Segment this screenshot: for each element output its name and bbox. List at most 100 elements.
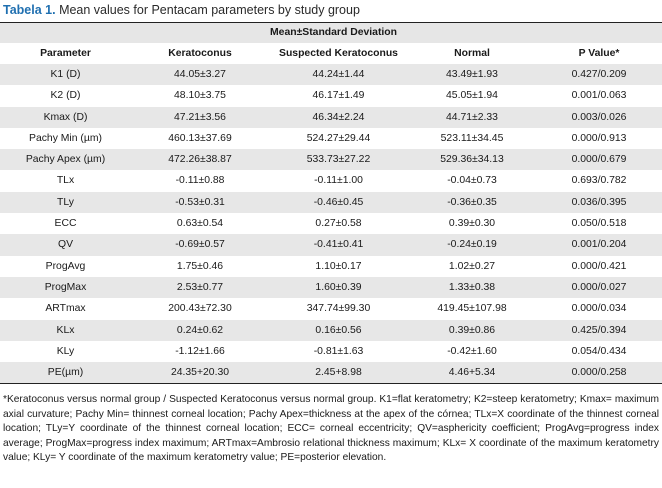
cell-parameter: K2 (D)	[50, 90, 81, 102]
cell-suspected: 524.27±29.44	[306, 132, 371, 144]
cell-normal: -0.24±0.19	[408, 234, 537, 256]
super-header-blank-right	[536, 22, 662, 43]
cell-p-value: 0.000/0.913	[571, 132, 627, 144]
cell-keratoconus: 24.35+20.30	[131, 362, 269, 385]
cell-p-value: 0.000/0.034	[571, 303, 627, 315]
table-row: K2 (D) 48.10±3.75 46.17±1.49 45.05±1.94 0.00…	[0, 85, 662, 106]
cell-keratoconus: 0.63±0.54	[176, 218, 224, 230]
cell-suspected: 44.24±1.44	[269, 64, 408, 86]
table-row: Pachy Min (µm) 460.13±37.69 524.27±29.44 52…	[0, 128, 662, 149]
column-header-normal: Normal	[408, 43, 537, 64]
table-row: TLx -0.11±0.88 -0.11±1.00 -0.04±0.73 0.693/0…	[0, 170, 662, 191]
cell-parameter: ProgAvg	[45, 260, 86, 272]
cell-suspected: 1.60±0.39	[269, 276, 408, 299]
column-header-keratoconus: Keratoconus	[131, 43, 269, 64]
cell-normal: 529.36±34.13	[408, 149, 537, 171]
cell-suspected: 347.74±99.30	[306, 303, 371, 315]
cell-parameter: PE(µm)	[0, 362, 131, 385]
cell-suspected: 0.27±0.58	[315, 218, 362, 230]
cell-keratoconus: 48.10±3.75	[174, 90, 226, 102]
table-row: TLy -0.53±0.31 -0.46±0.45 -0.36±0.35 0.036/0…	[0, 191, 662, 214]
cell-p-value: 0.036/0.395	[536, 191, 662, 214]
cell-p-value: 0.693/0.782	[571, 175, 627, 187]
column-header-suspected: Suspected Keratoconus	[269, 43, 408, 64]
table-row: K1 (D) 44.05±3.27 44.24±1.44 43.49±1.93 0.42…	[0, 64, 662, 86]
super-header-blank	[0, 22, 131, 43]
cell-suspected: 2.45+8.98	[269, 362, 408, 385]
cell-suspected: -0.11±1.00	[314, 175, 363, 187]
cell-normal: 1.02±0.27	[448, 260, 496, 272]
cell-keratoconus: 0.24±0.62	[131, 319, 269, 341]
cell-normal: -0.36±0.35	[408, 191, 537, 214]
cell-p-value: 0.003/0.026	[536, 106, 662, 128]
table-row: KLy -1.12±1.66 -0.81±1.63 -0.42±1.60 0.054/0…	[0, 341, 662, 362]
super-header-label: Mean±Standard Deviation	[131, 22, 537, 43]
cell-normal: 45.05±1.94	[446, 90, 498, 102]
cell-p-value: 0.001/0.063	[571, 90, 627, 102]
cell-p-value: 0.427/0.209	[536, 64, 662, 86]
cell-keratoconus: 472.26±38.87	[131, 149, 269, 171]
cell-normal: -0.04±0.73	[447, 175, 497, 187]
cell-normal: -0.42±1.60	[447, 345, 497, 357]
cell-parameter: Pachy Apex (µm)	[0, 149, 131, 171]
cell-suspected: 46.17±1.49	[312, 90, 365, 102]
cell-suspected: -0.81±1.63	[313, 345, 364, 357]
cell-keratoconus: 44.05±3.27	[131, 64, 269, 86]
cell-normal: 1.33±0.38	[408, 276, 537, 299]
table-row: ARTmax 200.43±72.30 347.74±99.30 419.45±107…	[0, 298, 662, 319]
cell-normal: 0.39±0.30	[448, 218, 496, 230]
cell-p-value: 0.050/0.518	[571, 218, 627, 230]
column-header-parameter: Parameter	[0, 43, 131, 64]
table-row: Kmax (D) 47.21±3.56 46.34±2.24 44.71±2.33 0.…	[0, 106, 662, 128]
cell-parameter: Kmax (D)	[0, 106, 131, 128]
cell-suspected: 0.16±0.56	[269, 319, 408, 341]
cell-normal: 0.39±0.86	[408, 319, 537, 341]
cell-parameter: ProgMax	[0, 276, 131, 299]
cell-keratoconus: 1.75±0.46	[176, 260, 224, 272]
cell-p-value: 0.000/0.027	[536, 276, 662, 299]
cell-normal: 44.71±2.33	[408, 106, 537, 128]
cell-parameter: K1 (D)	[0, 64, 131, 86]
column-header-p-value: P Value*	[536, 43, 662, 64]
cell-parameter: KLx	[0, 319, 131, 341]
cell-normal: 43.49±1.93	[408, 64, 537, 86]
cell-normal: 419.45±107.98	[437, 303, 507, 315]
cell-parameter: TLy	[0, 191, 131, 214]
table-body: K1 (D) 44.05±3.27 44.24±1.44 43.49±1.93 0.42…	[0, 64, 662, 385]
cell-suspected: 533.73±27.22	[269, 149, 408, 171]
cell-parameter: TLx	[56, 175, 75, 187]
cell-suspected: 1.10±0.17	[315, 260, 362, 272]
cell-normal: 523.11±34.45	[440, 132, 504, 144]
table-row: KLx 0.24±0.62 0.16±0.56 0.39±0.86 0.425/0.39…	[0, 319, 662, 341]
cell-suspected: 46.34±2.24	[269, 106, 408, 128]
cell-keratoconus: -1.12±1.66	[175, 345, 225, 357]
cell-p-value: 0.000/0.421	[571, 260, 627, 272]
table-row: PE(µm) 24.35+20.30 2.45+8.98 4.46+5.34 0.000…	[0, 362, 662, 385]
cell-keratoconus: 47.21±3.56	[131, 106, 269, 128]
cell-p-value: 0.054/0.434	[571, 345, 627, 357]
table-footnote: *Keratoconus versus normal group / Suspe…	[3, 394, 659, 464]
cell-parameter: KLy	[56, 345, 75, 357]
pentacam-table: Mean±Standard Deviation Parameter Kerato…	[0, 22, 662, 385]
cell-p-value: 0.000/0.258	[536, 362, 662, 385]
table-row: ProgMax 2.53±0.77 1.60±0.39 1.33±0.38 0.000/…	[0, 276, 662, 299]
cell-keratoconus: -0.11±0.88	[175, 175, 225, 187]
caption-label: Tabela 1.	[3, 3, 56, 17]
cell-parameter: Pachy Min (µm)	[29, 132, 102, 144]
cell-p-value: 0.000/0.679	[536, 149, 662, 171]
cell-normal: 4.46+5.34	[408, 362, 537, 385]
cell-p-value: 0.001/0.204	[536, 234, 662, 256]
cell-keratoconus: 2.53±0.77	[131, 276, 269, 299]
table-row: Pachy Apex (µm) 472.26±38.87 533.73±27.22 5…	[0, 149, 662, 171]
cell-suspected: -0.41±0.41	[269, 234, 408, 256]
cell-keratoconus: -0.53±0.31	[131, 191, 269, 214]
table-row: QV -0.69±0.57 -0.41±0.41 -0.24±0.19 0.001/0.…	[0, 234, 662, 256]
column-header-row: Parameter Keratoconus Suspected Keratoco…	[0, 43, 662, 64]
table-row: ECC 0.63±0.54 0.27±0.58 0.39±0.30 0.050/0.51…	[0, 213, 662, 234]
cell-keratoconus: -0.69±0.57	[131, 234, 269, 256]
cell-parameter: ARTmax	[45, 303, 86, 315]
super-header-row: Mean±Standard Deviation	[0, 22, 662, 43]
table-caption: Tabela 1. Mean values for Pentacam param…	[3, 3, 360, 17]
cell-keratoconus: 200.43±72.30	[168, 303, 232, 315]
